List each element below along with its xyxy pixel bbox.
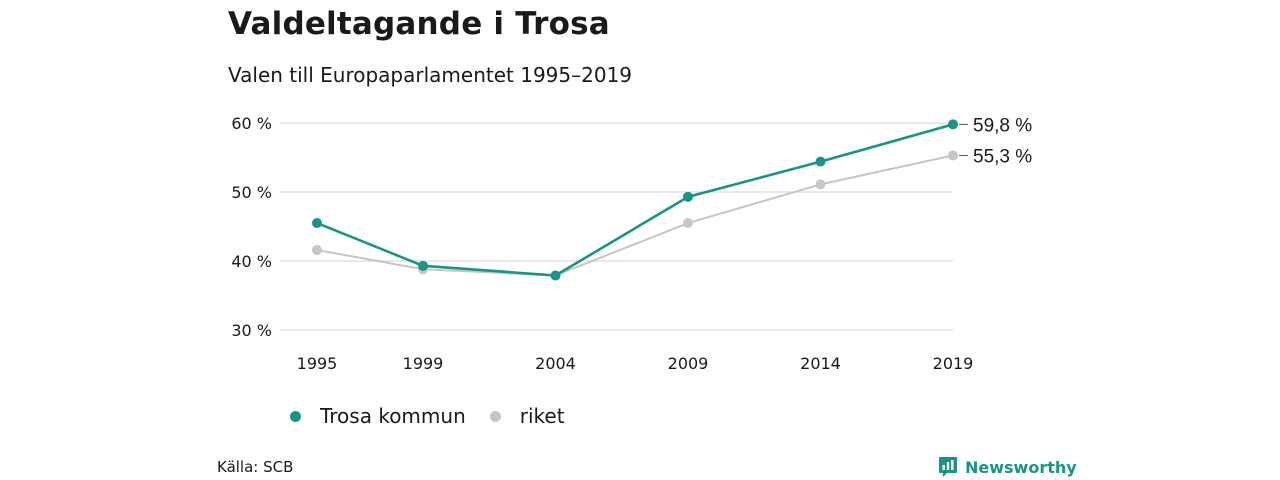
legend-item-trosa-kommun: Trosa kommun — [290, 404, 466, 428]
y-tick-label-60: 60 % — [231, 114, 272, 133]
legend-item-riket: riket — [489, 404, 565, 428]
series-layer — [312, 119, 958, 281]
data-point-riket-2009 — [683, 218, 693, 229]
y-axis-tick-labels: 30 % 40 % 50 % 60 % — [231, 114, 272, 340]
data-point-trosa-kommun-1995 — [312, 218, 322, 229]
x-tick-label-2019: 2019 — [933, 354, 974, 373]
series-line-riket — [316, 154, 954, 277]
data-point-trosa-kommun-2014 — [815, 156, 826, 167]
data-point-trosa-kommun-2009 — [683, 191, 693, 202]
legend-marker-riket — [489, 410, 501, 422]
data-point-riket-2014 — [815, 179, 826, 190]
bar-chart-speech-bubble-icon — [939, 457, 957, 477]
data-point-trosa-kommun-1999 — [418, 260, 428, 271]
legend: Trosa kommun riket — [290, 404, 589, 428]
x-tick-label-2009: 2009 — [668, 354, 709, 373]
end-label-riket: 55,3 % — [973, 146, 1032, 167]
data-point-trosa-kommun-2019 — [948, 119, 958, 130]
gridlines — [280, 122, 953, 331]
data-point-riket-2019 — [948, 150, 958, 161]
brand-name: Newsworthy — [965, 457, 1077, 477]
end-labels: 55,3 % 59,8 % — [959, 115, 1032, 167]
y-tick-label-50: 50 % — [231, 183, 272, 202]
data-point-riket-1995 — [312, 244, 322, 255]
x-tick-label-1995: 1995 — [297, 354, 338, 373]
data-point-trosa-kommun-2004 — [550, 270, 561, 281]
x-tick-label-2014: 2014 — [800, 354, 841, 373]
y-tick-label-30: 30 % — [231, 321, 272, 340]
x-axis-tick-labels: 1995 1999 2004 2009 2014 2019 — [297, 354, 974, 373]
y-tick-label-40: 40 % — [231, 252, 272, 271]
brand-logo: Newsworthy — [938, 456, 1077, 478]
source-note: Källa: SCB — [217, 458, 294, 476]
legend-marker-trosa-kommun — [290, 410, 301, 422]
legend-label-trosa-kommun: Trosa kommun — [320, 404, 466, 428]
chart-title: Valdeltagande i Trosa — [228, 6, 610, 42]
end-label-trosa-kommun: 59,8 % — [973, 115, 1032, 136]
chart-subtitle: Valen till Europaparlamentet 1995–2019 — [228, 63, 633, 87]
x-tick-label-1999: 1999 — [403, 354, 444, 373]
x-tick-label-2004: 2004 — [535, 354, 576, 373]
legend-label-riket: riket — [519, 404, 565, 428]
series-line-trosa-kommun — [315, 123, 955, 277]
